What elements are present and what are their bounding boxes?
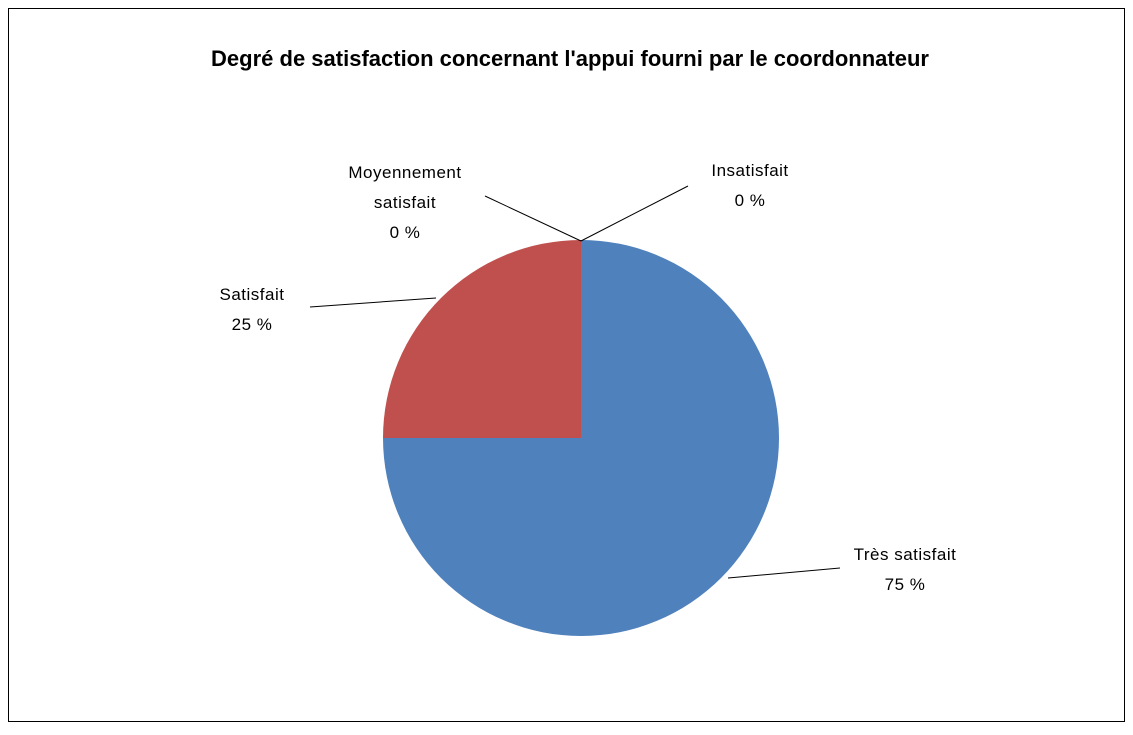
value-label: 25 % (231, 315, 273, 334)
leader-line (580, 185, 689, 242)
category-label: Satisfait (219, 285, 285, 304)
data-label: Satisfait 25 % (152, 280, 352, 340)
chart-frame (8, 8, 1125, 722)
data-label: Insatisfait 0 % (650, 156, 850, 216)
category-label: Moyennement satisfait (348, 163, 462, 212)
leader-line (727, 567, 841, 579)
value-label: 0 % (734, 191, 766, 210)
leader-line (309, 297, 437, 308)
value-label: 0 % (389, 223, 421, 242)
data-label: Très satisfait 75 % (805, 540, 1005, 600)
leader-line (484, 195, 582, 242)
category-label: Très satisfait (853, 545, 957, 564)
pie-slice (383, 240, 581, 438)
data-label: Moyennement satisfait 0 % (320, 158, 490, 248)
chart-title: Degré de satisfaction concernant l'appui… (211, 46, 929, 71)
category-label: Insatisfait (711, 161, 789, 180)
value-label: 75 % (884, 575, 926, 594)
